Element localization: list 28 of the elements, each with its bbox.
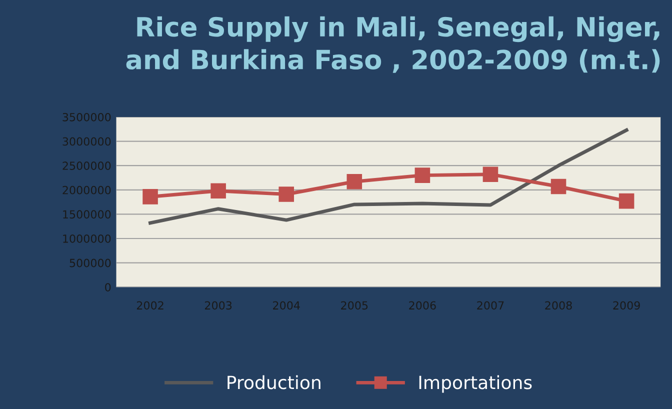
point <box>278 186 294 202</box>
point <box>142 189 158 204</box>
line-series <box>148 128 628 225</box>
legend-label: Production <box>228 375 320 390</box>
y-tick-label: 500000 <box>70 258 111 268</box>
y-tick-label: 2500000 <box>62 162 111 170</box>
x-tick-label: 2006 <box>409 301 436 310</box>
x-tick-label: 2009 <box>613 301 640 310</box>
x-tick-label: 2003 <box>204 301 232 310</box>
point <box>414 168 430 183</box>
y-tick-label: 1500000 <box>63 210 111 219</box>
point <box>210 183 226 199</box>
y-tick-label: 0 <box>105 283 111 292</box>
y-tick-label: 3000000 <box>62 137 111 146</box>
x-tick-label: 2002 <box>136 301 164 310</box>
point <box>550 178 566 194</box>
y-tick-label: 3500000 <box>62 112 111 122</box>
point <box>346 174 362 190</box>
point <box>482 166 498 182</box>
x-tick-label: 2008 <box>545 301 572 310</box>
x-tick-label: 2005 <box>341 301 368 310</box>
y-tick-label: 1000000 <box>63 234 111 243</box>
y-tick-label: 2000000 <box>62 186 111 194</box>
x-tick-label: 2004 <box>273 301 300 310</box>
chart-title: Rice Supply in Mali, Senegal, Niger, and Burkina Faso , 2002-2009 (m.t.) <box>126 16 660 73</box>
point <box>618 193 634 209</box>
legend-label: Importations <box>419 375 532 393</box>
x-tick-label: 2007 <box>477 301 504 310</box>
